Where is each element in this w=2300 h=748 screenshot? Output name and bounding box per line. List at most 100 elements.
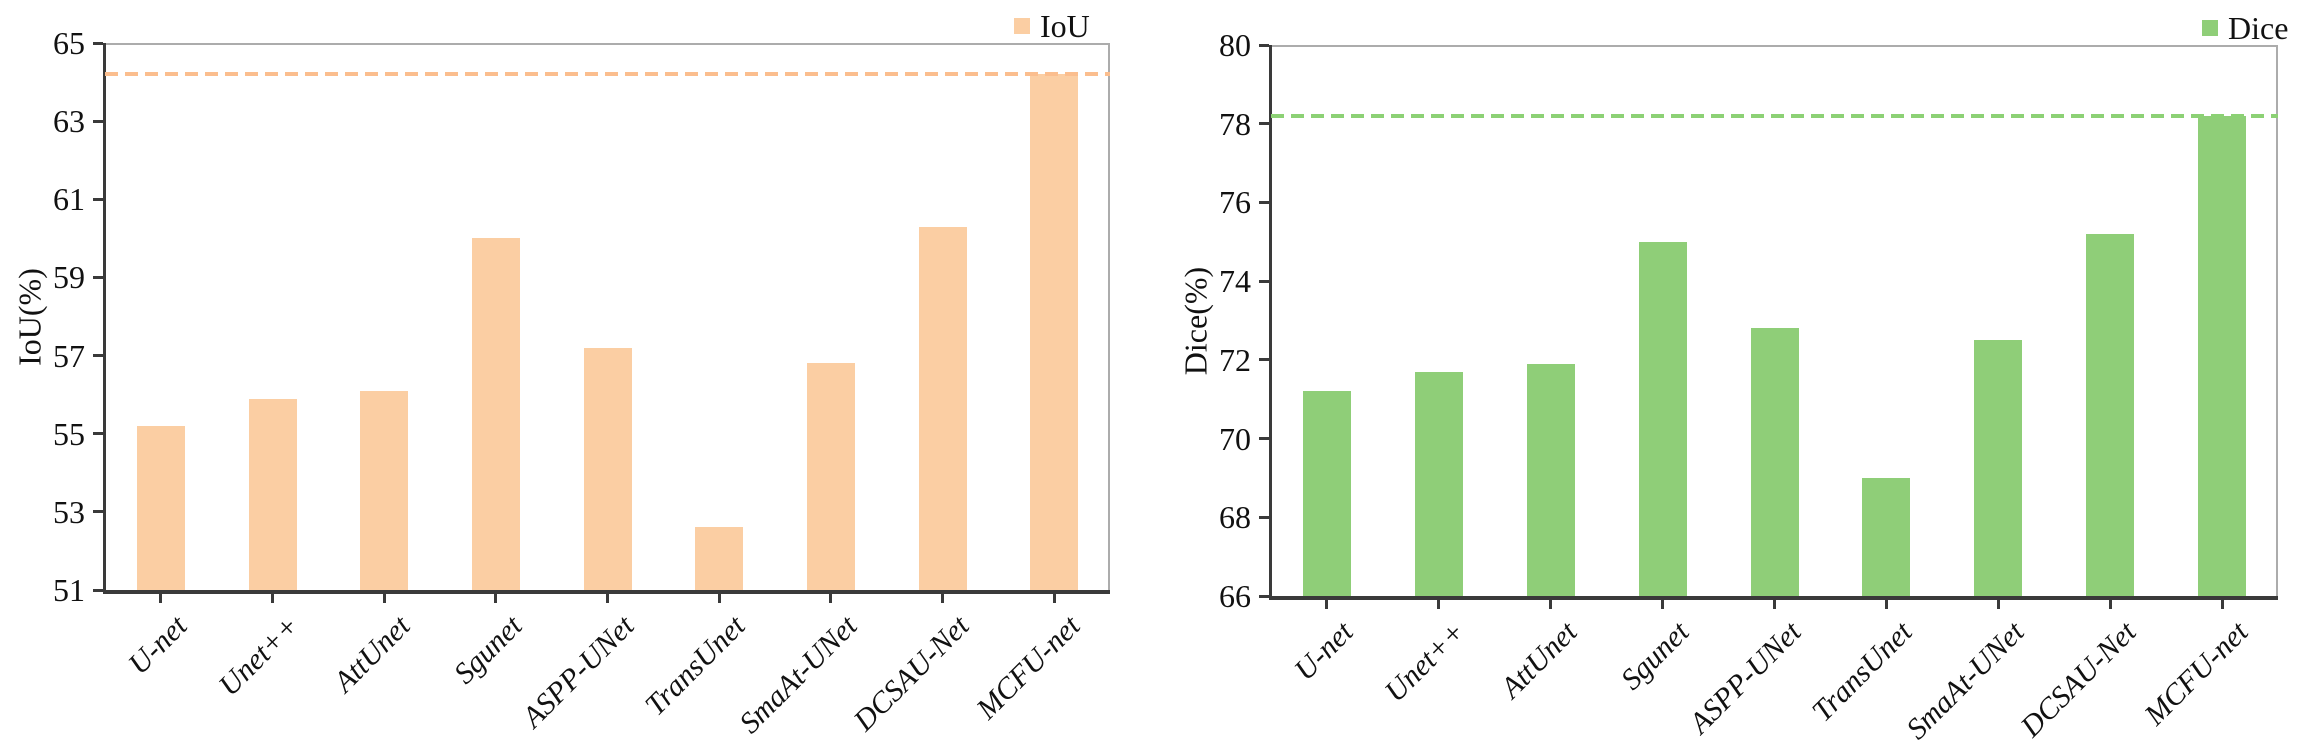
x-tick-mark — [1661, 600, 1665, 609]
y-tick-label: 65 — [53, 25, 85, 61]
y-tick-mark — [1259, 122, 1269, 126]
category-label-u-net: U-net — [1287, 615, 1360, 687]
bar-sgunet — [1638, 241, 1687, 596]
category-label-unet: Unet++ — [211, 609, 306, 703]
y-tick-mark — [1259, 594, 1269, 598]
y-tick-label: 70 — [1219, 420, 1251, 457]
x-tick-mark — [1325, 600, 1329, 609]
y-tick-mark — [1259, 200, 1269, 204]
category-label-smaat-unet: SmaAt-UNet — [1900, 615, 2031, 746]
bar-aspp-unet — [583, 347, 632, 590]
y-tick-label: 72 — [1219, 341, 1251, 378]
x-tick-mark — [941, 594, 944, 603]
category-label-mcfu-net: MCFU-net — [970, 609, 1087, 726]
x-tick-mark — [494, 594, 498, 603]
bar-unet — [1414, 371, 1463, 596]
y-tick-mark — [1259, 358, 1269, 362]
x-tick-mark — [717, 594, 721, 603]
bar-transunet — [695, 527, 744, 590]
category-label-dcsau-net: DCSAU-Net — [846, 609, 976, 738]
y-tick-mark — [93, 197, 103, 201]
reference-dashed-line-iou — [105, 72, 1110, 77]
bar-mcfu-net — [1030, 74, 1079, 590]
y-tick-label: 63 — [53, 103, 85, 140]
y-tick-mark — [1259, 43, 1269, 47]
x-tick-mark — [1437, 600, 1441, 609]
y-tick-label: 59 — [53, 259, 85, 296]
bar-attunet — [360, 390, 409, 590]
y-tick-label: 80 — [1219, 27, 1251, 63]
y-tick-label: 76 — [1219, 184, 1251, 221]
y-tick-label: 78 — [1219, 105, 1251, 142]
category-label-u-net: U-net — [121, 609, 194, 681]
bar-transunet — [1862, 477, 1911, 596]
legend-dice: Dice — [2202, 8, 2288, 48]
y-axis-title-iou: IoU(%) — [11, 267, 48, 366]
y-tick-label: 66 — [1219, 578, 1251, 614]
y-tick-mark — [93, 119, 103, 123]
bar-dcsau-net — [918, 226, 967, 590]
y-tick-label: 53 — [53, 493, 85, 530]
x-tick-mark — [1052, 594, 1056, 603]
category-label-sgunet: Sgunet — [447, 609, 529, 691]
x-tick-mark — [159, 594, 163, 603]
x-tick-mark — [829, 594, 833, 603]
category-label-aspp-unet: ASPP-UNet — [515, 609, 641, 734]
category-label-transunet: TransUnet — [638, 609, 752, 723]
y-tick-mark — [1259, 437, 1269, 441]
x-tick-mark — [606, 594, 609, 603]
bar-smaat-unet — [1974, 340, 2023, 596]
legend-swatch-iou — [1014, 18, 1030, 34]
y-tick-label: 61 — [53, 181, 85, 218]
bar-u-net — [136, 425, 185, 590]
x-tick-mark — [1773, 600, 1776, 609]
category-label-sgunet: Sgunet — [1614, 615, 1696, 697]
y-tick-label: 51 — [53, 572, 85, 608]
plot-area-dice — [1271, 45, 2278, 596]
x-tick-mark — [382, 594, 386, 603]
y-tick-mark — [1259, 279, 1269, 283]
bar-sgunet — [471, 238, 520, 590]
x-tick-mark — [1884, 600, 1888, 609]
legend-iou: IoU — [1014, 6, 1090, 46]
bar-mcfu-net — [2198, 115, 2247, 596]
y-tick-mark — [1259, 515, 1269, 519]
y-tick-mark — [93, 510, 103, 514]
y-tick-mark — [93, 41, 103, 45]
category-label-dcsau-net: DCSAU-Net — [2014, 615, 2143, 744]
category-label-mcfu-net: MCFU-net — [2138, 615, 2255, 732]
category-label-aspp-unet: ASPP-UNet — [1682, 615, 1808, 740]
bar-dcsau-net — [2086, 233, 2135, 596]
y-tick-mark — [93, 354, 103, 358]
bar-smaat-unet — [806, 363, 855, 590]
bar-attunet — [1526, 363, 1575, 596]
bar-aspp-unet — [1750, 328, 1799, 596]
category-label-attunet: AttUnet — [1494, 615, 1584, 705]
x-tick-mark — [2220, 600, 2224, 609]
x-axis-dice — [1269, 596, 2278, 600]
category-label-transunet: TransUnet — [1806, 615, 1920, 729]
reference-dashed-line-dice — [1271, 113, 2278, 118]
bar-unet — [248, 398, 297, 590]
y-axis-iou — [103, 43, 106, 594]
x-tick-mark — [271, 594, 274, 603]
category-label-unet: Unet++ — [1378, 615, 1472, 709]
y-tick-mark — [93, 432, 103, 436]
y-tick-label: 55 — [53, 415, 85, 452]
x-tick-mark — [1996, 600, 2000, 609]
y-tick-label: 74 — [1219, 263, 1251, 300]
y-tick-label: 57 — [53, 337, 85, 374]
x-tick-mark — [2108, 600, 2112, 609]
y-tick-mark — [93, 588, 103, 592]
y-tick-label: 68 — [1219, 499, 1251, 536]
bar-u-net — [1302, 391, 1351, 596]
legend-label-dice: Dice — [2228, 10, 2289, 46]
x-tick-mark — [1549, 600, 1553, 609]
legend-swatch-dice — [2202, 20, 2218, 36]
y-tick-mark — [93, 275, 103, 279]
legend-label-iou: IoU — [1040, 8, 1090, 44]
x-axis-iou — [103, 590, 1110, 594]
category-label-smaat-unet: SmaAt-UNet — [732, 609, 864, 740]
category-label-attunet: AttUnet — [327, 609, 417, 699]
